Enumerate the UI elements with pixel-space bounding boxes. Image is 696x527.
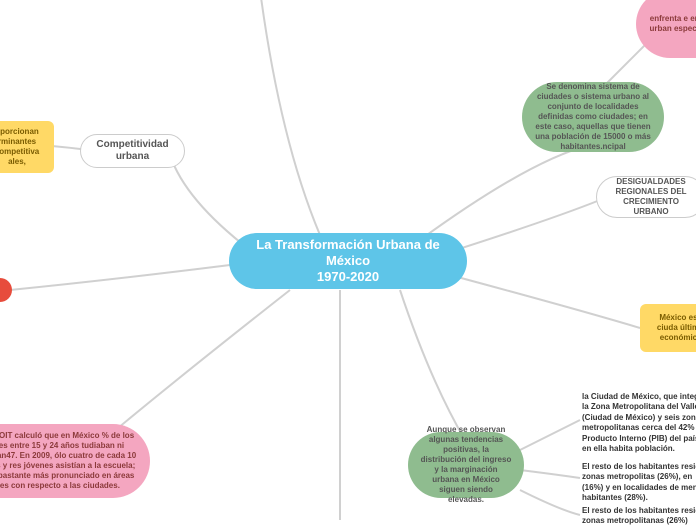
enfrenta-text: enfrenta e ende, so todo urban específic…	[648, 14, 696, 34]
text-resto1: El resto de los habitantes residen zonas…	[582, 462, 696, 504]
node-competitividad: Competitividad urbana	[80, 134, 185, 168]
node-sistema-ciudades: Se denomina sistema de ciudades o sistem…	[522, 82, 664, 152]
node-mexico-urbana: México es u Las ciuda últimos trei econó…	[640, 304, 696, 352]
center-line3: 1970-2020	[317, 269, 379, 284]
sistema-ciudades-text: Se denomina sistema de ciudades o sistem…	[534, 82, 652, 152]
oit-text: 2005, la OIT calculó que en México % de …	[0, 431, 138, 491]
resto2-content: El resto de los habitantes residen zonas…	[582, 506, 696, 525]
center-node: La Transformación Urbana de México 1970-…	[229, 233, 467, 289]
center-line2: México	[326, 253, 370, 268]
node-tendencias: Aunque se observan algunas tendencias po…	[408, 432, 524, 498]
text-resto2: El resto de los habitantes residen zonas…	[582, 506, 696, 527]
node-oit: 2005, la OIT calculó que en México % de …	[0, 424, 150, 498]
competitividad-text: Competitividad urbana	[93, 139, 172, 164]
desigualdades-text: DESIGUALDADES REGIONALES DEL CRECIMIENTO…	[609, 177, 693, 217]
ciudad-mexico-content: la Ciudad de México, que integra la Zona…	[582, 392, 696, 453]
node-red-circle	[0, 278, 12, 302]
determinantes-text: oporcionan rminantes competitiva ales,	[0, 127, 42, 167]
text-ciudad-mexico: la Ciudad de México, que integra la Zona…	[582, 392, 696, 454]
node-determinantes: oporcionan rminantes competitiva ales,	[0, 121, 54, 173]
node-enfrenta: enfrenta e ende, so todo urban específic…	[636, 0, 696, 58]
mexico-urbana-text: México es u Las ciuda últimos trei econó…	[652, 313, 696, 343]
tendencias-text: Aunque se observan algunas tendencias po…	[420, 425, 512, 505]
resto1-content: El resto de los habitantes residen zonas…	[582, 462, 696, 502]
node-desigualdades: DESIGUALDADES REGIONALES DEL CRECIMIENTO…	[596, 176, 696, 218]
center-line1: La Transformación Urbana de	[256, 237, 440, 252]
